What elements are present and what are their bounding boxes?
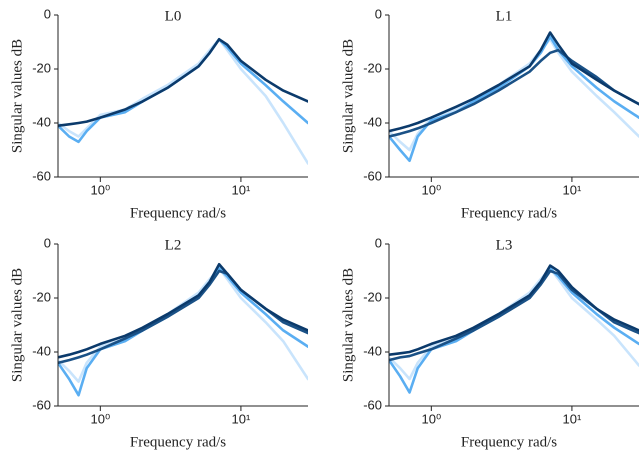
panel: 0 -20 -40 -60 10⁰ 10¹ L1 Frequency rad/s Singula… bbox=[340, 6, 639, 221]
x-tick-label: 10⁰ bbox=[421, 411, 441, 426]
y-tick-label: -40 bbox=[363, 114, 382, 129]
y-tick-label: 0 bbox=[375, 6, 382, 21]
series-line bbox=[389, 267, 639, 381]
series-line bbox=[389, 267, 639, 394]
series-line bbox=[58, 267, 308, 397]
y-tick-label: -20 bbox=[32, 289, 51, 304]
x-tick-label: 10⁰ bbox=[90, 411, 110, 426]
series-line bbox=[389, 264, 639, 356]
panel-title: L1 bbox=[496, 8, 513, 24]
panel: 0 -20 -40 -60 10⁰ 10¹ L3 Frequency rad/s Singula… bbox=[340, 235, 639, 450]
y-axis-label: Singular values dB bbox=[340, 39, 356, 153]
x-axis-label: Frequency rad/s bbox=[130, 434, 226, 450]
x-tick-label: 10¹ bbox=[563, 182, 582, 197]
panel-title: L2 bbox=[165, 237, 182, 253]
x-tick-label: 10¹ bbox=[563, 411, 582, 426]
series-line bbox=[58, 38, 308, 165]
y-tick-label: -60 bbox=[363, 397, 382, 412]
y-tick-label: -40 bbox=[363, 343, 382, 358]
panel-title: L3 bbox=[496, 237, 513, 253]
panel: 0 -20 -40 -60 10⁰ 10¹ L0 Frequency rad/s Singula… bbox=[9, 6, 308, 221]
plot-area bbox=[389, 264, 639, 394]
y-tick-label: -20 bbox=[363, 60, 382, 75]
panel: 0 -20 -40 -60 10⁰ 10¹ L2 Frequency rad/s Singula… bbox=[9, 235, 308, 450]
y-axis-label: Singular values dB bbox=[9, 268, 25, 382]
series-line bbox=[58, 267, 308, 383]
y-axis-label: Singular values dB bbox=[340, 268, 356, 382]
plot-area bbox=[389, 31, 639, 163]
series-line bbox=[389, 31, 639, 133]
x-axis-label: Frequency rad/s bbox=[461, 434, 557, 450]
series-line bbox=[389, 48, 639, 138]
series-line bbox=[58, 38, 308, 127]
x-tick-label: 10¹ bbox=[232, 411, 251, 426]
y-tick-label: 0 bbox=[44, 6, 51, 21]
panel-title: L0 bbox=[165, 8, 182, 24]
y-tick-label: -40 bbox=[32, 114, 51, 129]
y-tick-label: -60 bbox=[363, 168, 382, 183]
y-tick-label: 0 bbox=[375, 235, 382, 250]
y-tick-label: -40 bbox=[32, 343, 51, 358]
x-axis-label: Frequency rad/s bbox=[130, 205, 226, 221]
x-tick-label: 10⁰ bbox=[421, 182, 441, 197]
x-tick-label: 10⁰ bbox=[90, 182, 110, 197]
y-tick-label: -60 bbox=[32, 168, 51, 183]
series-line bbox=[58, 38, 308, 144]
series-line bbox=[389, 38, 639, 152]
y-axis-label: Singular values dB bbox=[9, 39, 25, 153]
y-tick-label: -20 bbox=[363, 289, 382, 304]
y-tick-label: -20 bbox=[32, 60, 51, 75]
plot-area bbox=[58, 262, 308, 397]
y-tick-label: -60 bbox=[32, 397, 51, 412]
plot-area bbox=[58, 38, 308, 165]
series-line bbox=[58, 262, 308, 359]
x-axis-label: Frequency rad/s bbox=[461, 205, 557, 221]
y-tick-label: 0 bbox=[44, 235, 51, 250]
x-tick-label: 10¹ bbox=[232, 182, 251, 197]
